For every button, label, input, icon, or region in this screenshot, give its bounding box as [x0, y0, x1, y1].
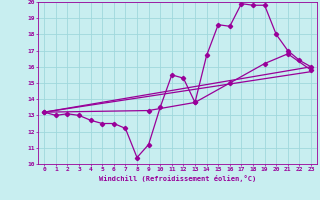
X-axis label: Windchill (Refroidissement éolien,°C): Windchill (Refroidissement éolien,°C): [99, 175, 256, 182]
